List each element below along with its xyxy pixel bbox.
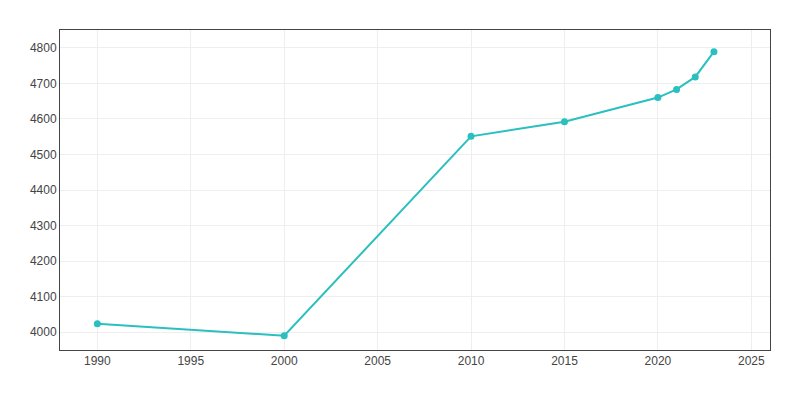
svg-text:4200: 4200	[30, 254, 57, 268]
svg-text:2000: 2000	[271, 354, 298, 368]
svg-text:4600: 4600	[30, 112, 57, 126]
svg-text:1990: 1990	[84, 354, 111, 368]
svg-text:4300: 4300	[30, 219, 57, 233]
svg-text:1995: 1995	[177, 354, 204, 368]
svg-text:4000: 4000	[30, 325, 57, 339]
svg-text:4400: 4400	[30, 183, 57, 197]
svg-text:2005: 2005	[364, 354, 391, 368]
svg-text:2020: 2020	[645, 354, 672, 368]
svg-text:4100: 4100	[30, 290, 57, 304]
svg-text:2010: 2010	[458, 354, 485, 368]
svg-text:4700: 4700	[30, 77, 57, 91]
svg-text:4500: 4500	[30, 148, 57, 162]
svg-text:4800: 4800	[30, 41, 57, 55]
svg-text:2025: 2025	[738, 354, 765, 368]
svg-text:2015: 2015	[551, 354, 578, 368]
